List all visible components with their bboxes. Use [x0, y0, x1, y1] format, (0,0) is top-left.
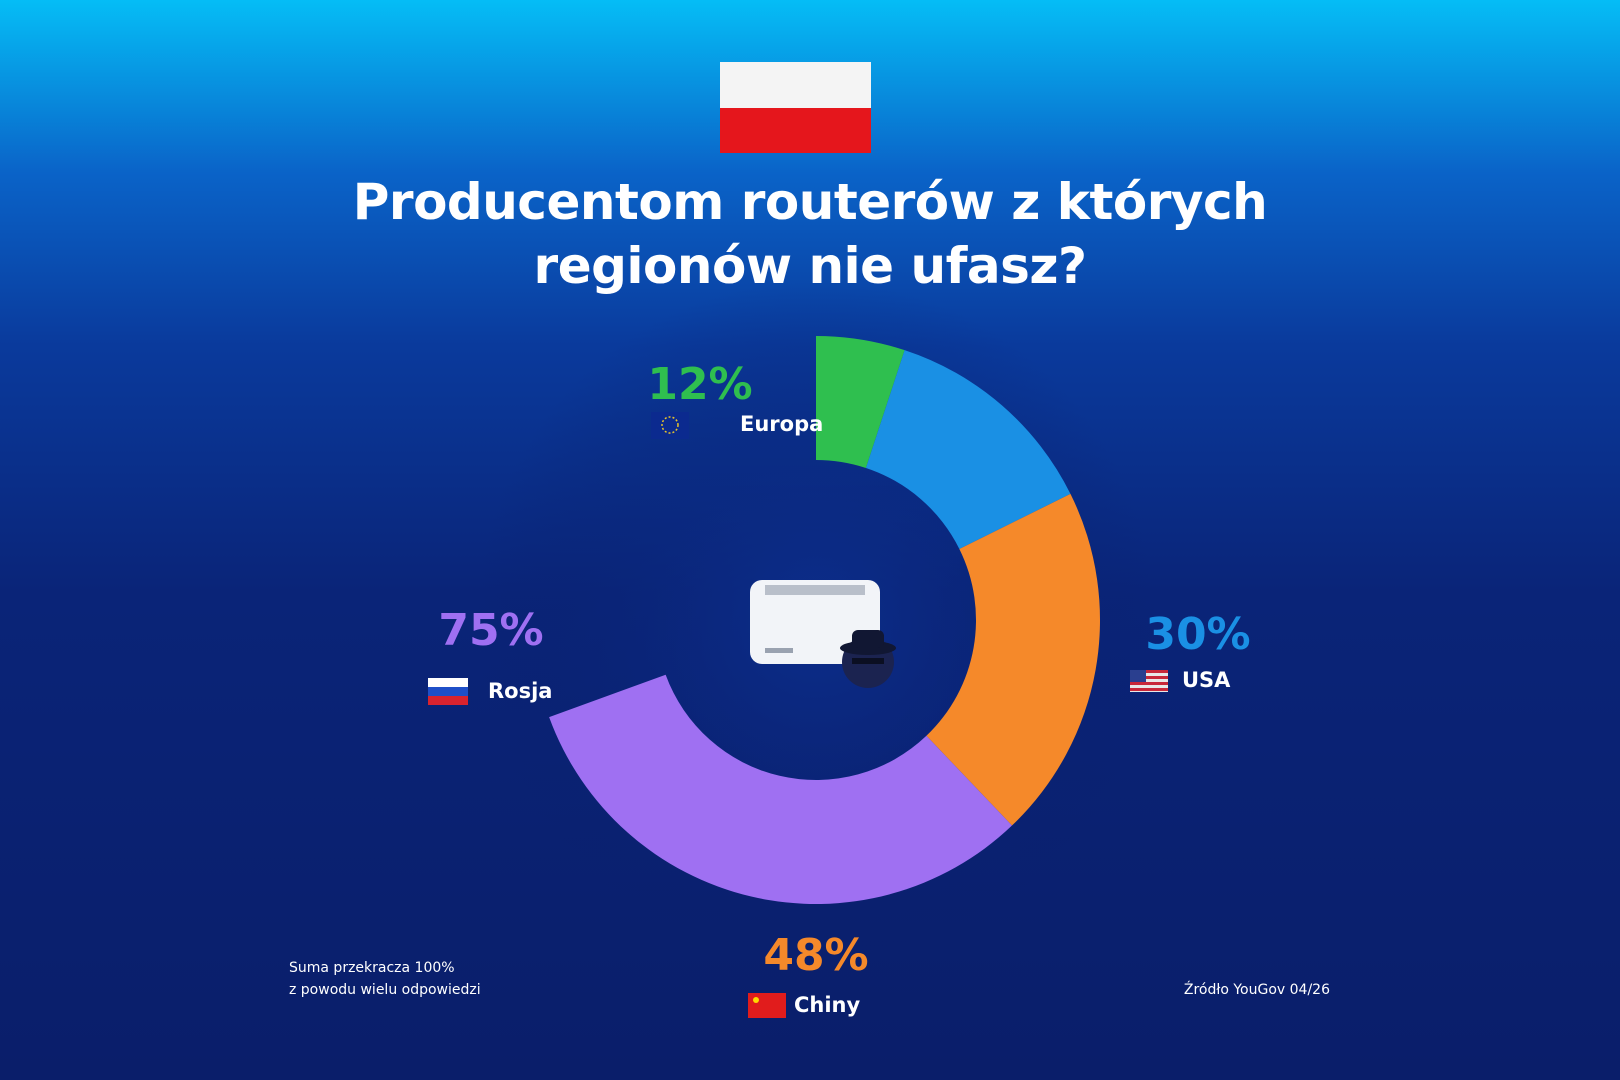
donut-segment: [816, 336, 905, 468]
note: Suma przekracza 100%: [289, 960, 455, 976]
category-label: Rosja: [488, 679, 552, 703]
category-label: Chiny: [794, 993, 861, 1017]
category-label: Europa: [740, 412, 823, 436]
flag-china: [748, 993, 786, 1018]
value-label: 30%: [1145, 609, 1250, 660]
note: z powodu wielu odpowiedzi: [289, 982, 481, 998]
value-label: 48%: [763, 930, 868, 981]
category-label: USA: [1182, 668, 1231, 692]
donut-segment: [549, 674, 1012, 904]
donut: [549, 336, 1100, 904]
router-icon: [750, 580, 896, 688]
poland-flag: [720, 62, 871, 153]
chart-title: Producentom routerów z których regionów …: [352, 173, 1268, 295]
value-label: 12%: [647, 359, 752, 410]
flag-us: [1130, 670, 1168, 692]
flag-russia: [428, 678, 468, 705]
donut-segment: [926, 493, 1100, 826]
donut-segment: [865, 350, 1071, 549]
source: Źródło YouGov 04/26: [1184, 980, 1330, 998]
flag-eu: [651, 412, 689, 439]
value-label: 75%: [438, 605, 543, 656]
